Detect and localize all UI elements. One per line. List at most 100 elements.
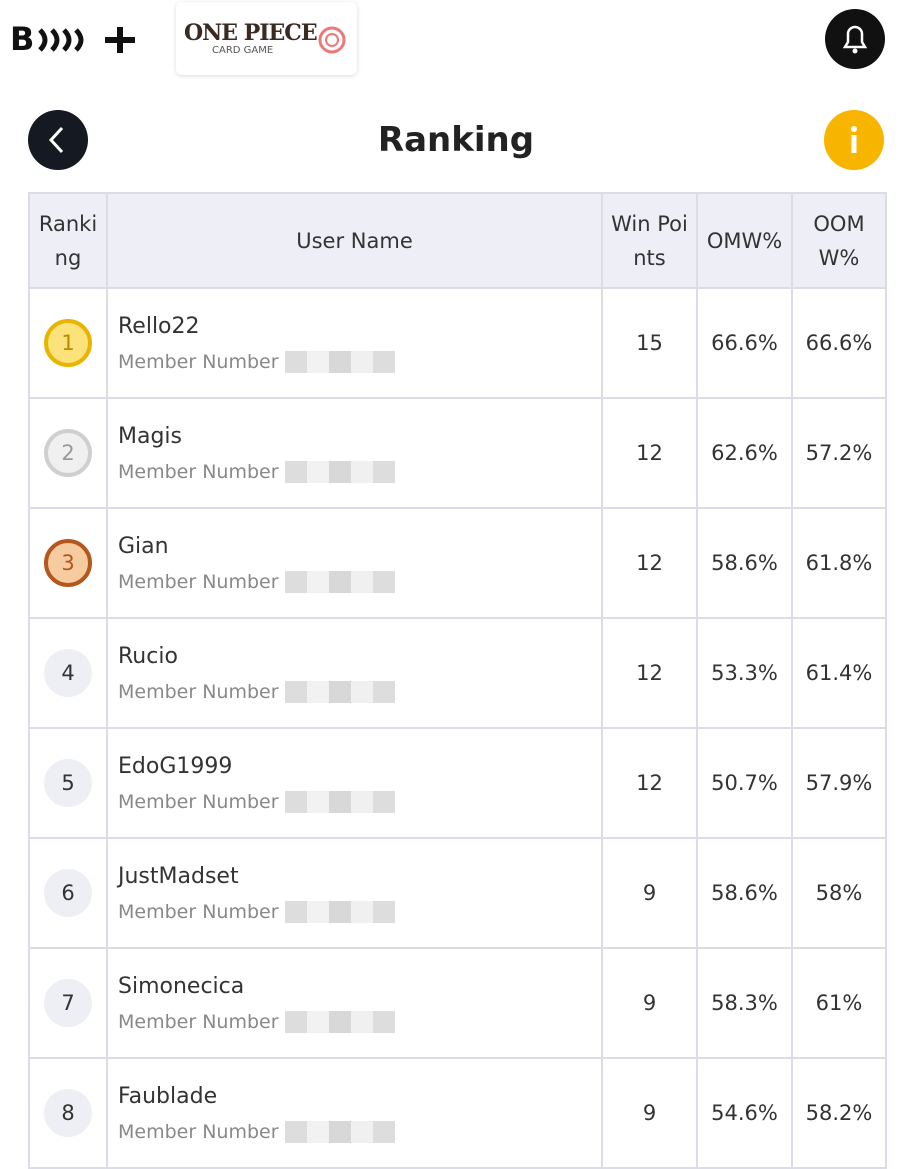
rank-badge: 3 xyxy=(44,539,92,587)
rank-cell: 1 xyxy=(28,287,108,399)
user-cell: Rello22 Member Number xyxy=(106,287,603,399)
member-number-hidden xyxy=(284,350,395,373)
rank-badge: 6 xyxy=(44,869,92,917)
rank-badge: 2 xyxy=(44,429,92,477)
info-button[interactable] xyxy=(824,110,884,170)
user-name: Gian xyxy=(118,533,169,559)
omw: 54.6% xyxy=(696,1057,793,1169)
user-name: Faublade xyxy=(118,1083,218,1109)
info-icon xyxy=(851,126,857,153)
oomw: 61.8% xyxy=(791,507,887,619)
ranking-row[interactable]: 8 Faublade Member Number 9 54.6% 58.2% xyxy=(28,1057,887,1169)
member-number-hidden xyxy=(284,1010,395,1033)
rank-badge: 7 xyxy=(44,979,92,1027)
member-label: Member Number xyxy=(118,570,279,593)
member-number: Member Number xyxy=(118,460,600,483)
member-number: Member Number xyxy=(118,570,600,593)
column-header: OOMW% xyxy=(791,192,887,289)
table-body: 1 Rello22 Member Number 15 66.6% 66.6% 2 Magis M… xyxy=(28,287,887,1169)
rank-cell: 5 xyxy=(28,727,108,839)
oomw: 57.2% xyxy=(791,397,887,509)
column-header: Win Points xyxy=(601,192,698,289)
user-cell: Simonecica Member Number xyxy=(106,947,603,1059)
rank-cell: 7 xyxy=(28,947,108,1059)
user-cell: Faublade Member Number xyxy=(106,1057,603,1169)
member-label: Member Number xyxy=(118,460,279,483)
oomw: 58.2% xyxy=(791,1057,887,1169)
oomw: 66.6% xyxy=(791,287,887,399)
member-number: Member Number xyxy=(118,790,600,813)
rank-cell: 8 xyxy=(28,1057,108,1169)
member-number-hidden xyxy=(284,790,395,813)
back-icon xyxy=(48,126,64,154)
member-number-hidden xyxy=(284,900,395,923)
top-bar: B ONE PIECE CARD GAME xyxy=(0,0,912,90)
logo-icon xyxy=(318,26,346,54)
member-number-hidden xyxy=(284,460,395,483)
member-number: Member Number xyxy=(118,680,600,703)
column-header: Ranking xyxy=(28,192,108,289)
ranking-row[interactable]: 6 JustMadset Member Number 9 58.6% 58% xyxy=(28,837,887,949)
win-points: 9 xyxy=(601,1057,698,1169)
notification-button[interactable] xyxy=(825,9,885,69)
win-points: 9 xyxy=(601,947,698,1059)
column-header: User Name xyxy=(106,192,603,289)
member-number-hidden xyxy=(284,1120,395,1143)
user-cell: Gian Member Number xyxy=(106,507,603,619)
member-number: Member Number xyxy=(118,1120,600,1143)
member-number: Member Number xyxy=(118,900,600,923)
member-number-hidden xyxy=(284,680,395,703)
user-name: Simonecica xyxy=(118,973,245,999)
user-cell: EdoG1999 Member Number xyxy=(106,727,603,839)
member-label: Member Number xyxy=(118,350,279,373)
ranking-row[interactable]: 4 Rucio Member Number 12 53.3% 61.4% xyxy=(28,617,887,729)
member-label: Member Number xyxy=(118,680,279,703)
app-logo[interactable]: B xyxy=(10,20,150,60)
user-name: Rello22 xyxy=(118,313,200,339)
ranking-row[interactable]: 7 Simonecica Member Number 9 58.3% 61% xyxy=(28,947,887,1059)
page-title: Ranking xyxy=(377,120,535,160)
win-points: 12 xyxy=(601,397,698,509)
omw: 50.7% xyxy=(696,727,793,839)
member-label: Member Number xyxy=(118,1010,279,1033)
win-points: 12 xyxy=(601,507,698,619)
header-row: Ranking User Name Win Points OMW% OOMW% xyxy=(28,192,887,289)
rank-badge: 1 xyxy=(44,319,92,367)
game-logo[interactable]: ONE PIECE CARD GAME xyxy=(176,2,357,75)
column-header: OMW% xyxy=(696,192,793,289)
rank-cell: 2 xyxy=(28,397,108,509)
ranking-row[interactable]: 2 Magis Member Number 12 62.6% 57.2% xyxy=(28,397,887,509)
ranking-table: Ranking User Name Win Points OMW% OOMW% 1 Rel… xyxy=(28,192,887,1169)
user-cell: Magis Member Number xyxy=(106,397,603,509)
ranking-row[interactable]: 3 Gian Member Number 12 58.6% 61.8% xyxy=(28,507,887,619)
member-number: Member Number xyxy=(118,350,600,373)
rank-cell: 3 xyxy=(28,507,108,619)
member-label: Member Number xyxy=(118,790,279,813)
win-points: 15 xyxy=(601,287,698,399)
member-label: Member Number xyxy=(118,900,279,923)
bell-icon xyxy=(842,25,868,54)
ranking-row[interactable]: 5 EdoG1999 Member Number 12 50.7% 57.9% xyxy=(28,727,887,839)
omw: 58.3% xyxy=(696,947,793,1059)
win-points: 12 xyxy=(601,727,698,839)
oomw: 61.4% xyxy=(791,617,887,729)
user-name: EdoG1999 xyxy=(118,753,233,779)
member-number: Member Number xyxy=(118,1010,600,1033)
logo-subtext: CARD GAME xyxy=(212,45,274,56)
rank-cell: 6 xyxy=(28,837,108,949)
omw: 58.6% xyxy=(696,837,793,949)
user-name: Rucio xyxy=(118,643,178,669)
omw: 62.6% xyxy=(696,397,793,509)
back-button[interactable] xyxy=(28,110,88,170)
oomw: 58% xyxy=(791,837,887,949)
ranking-row[interactable]: 1 Rello22 Member Number 15 66.6% 66.6% xyxy=(28,287,887,399)
svg-text:B: B xyxy=(10,20,34,58)
member-label: Member Number xyxy=(118,1120,279,1143)
rank-badge: 5 xyxy=(44,759,92,807)
user-name: Magis xyxy=(118,423,183,449)
win-points: 12 xyxy=(601,617,698,729)
win-points: 9 xyxy=(601,837,698,949)
member-number-hidden xyxy=(284,570,395,593)
rank-cell: 4 xyxy=(28,617,108,729)
